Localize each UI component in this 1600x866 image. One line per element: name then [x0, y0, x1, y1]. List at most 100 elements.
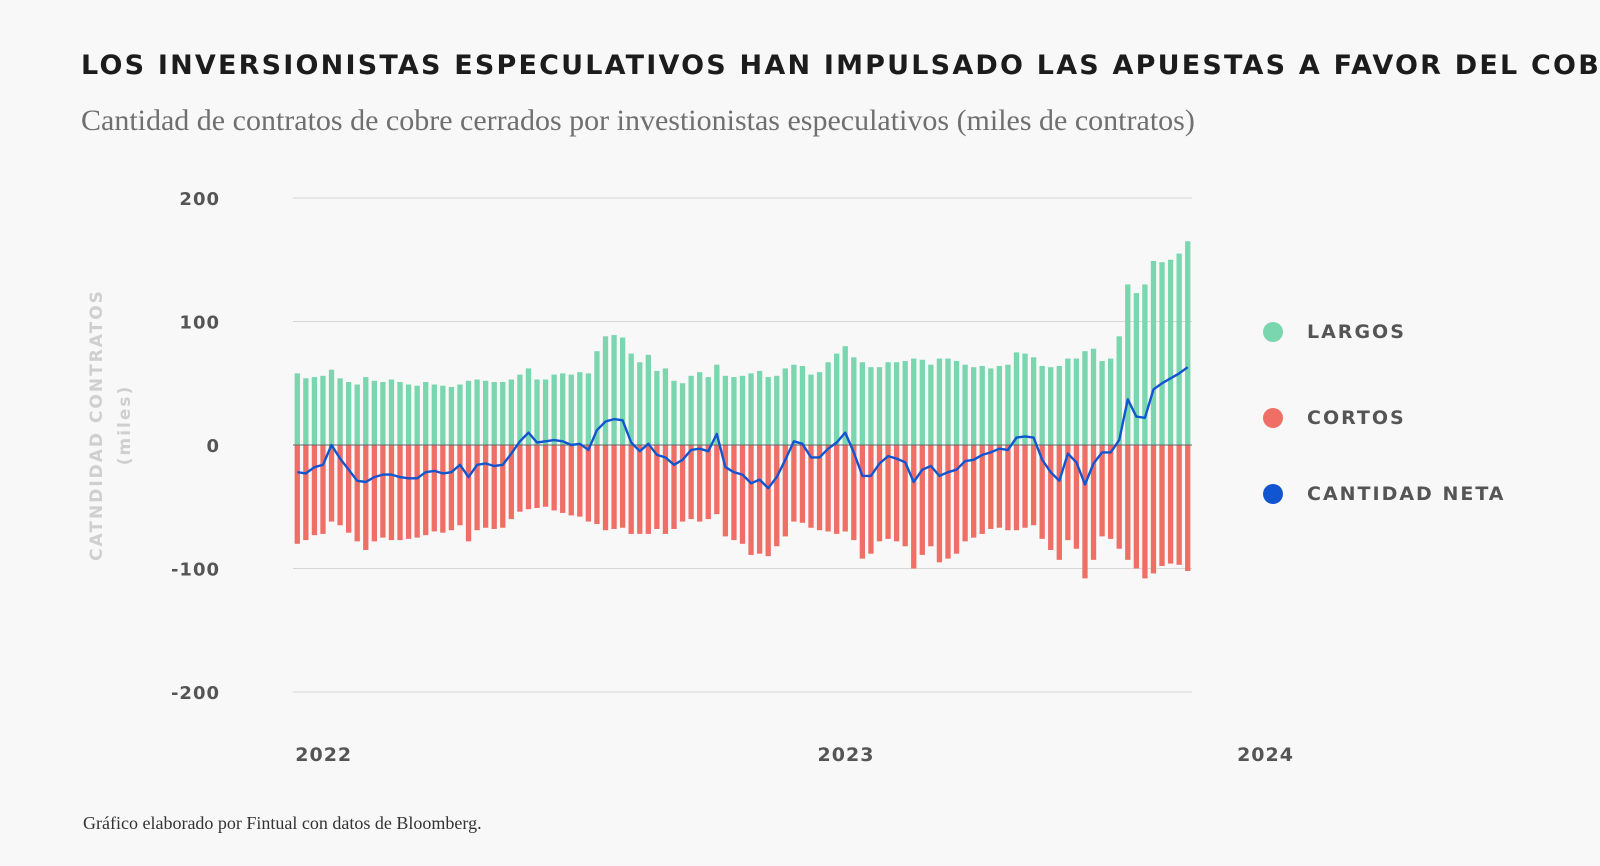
bar-largos [294, 373, 300, 445]
bar-cortos [482, 445, 489, 528]
chart-title: LOS INVERSIONISTAS ESPECULATIVOS HAN IMP… [81, 50, 1600, 81]
bar-cortos [782, 445, 788, 537]
bar-largos [1013, 352, 1020, 445]
bar-cortos [671, 445, 677, 529]
bar-largos [568, 374, 574, 445]
bar-cortos [1065, 445, 1071, 541]
bar-cortos [842, 445, 848, 532]
bar-cortos [739, 445, 746, 544]
bar-cortos [765, 445, 771, 557]
bar-largos [1142, 284, 1148, 445]
bar-cortos [748, 445, 754, 555]
bar-cortos [688, 445, 694, 520]
bar-largos [1065, 358, 1071, 445]
bar-largos [328, 369, 335, 445]
bar-cortos [311, 445, 318, 536]
bar-cortos [619, 445, 626, 528]
bar-largos [1090, 348, 1097, 445]
legend-label-cantidad-neta: CANTIDAD NETA [1307, 483, 1506, 505]
bar-largos [714, 364, 720, 445]
bar-cortos [936, 445, 943, 563]
bar-cortos [414, 445, 420, 538]
bar-largos [893, 362, 900, 445]
bar-largos [388, 379, 395, 445]
bar-cortos [568, 445, 574, 516]
bar-largos [345, 382, 352, 445]
legend-item-cortos: CORTOS [1263, 406, 1406, 430]
bar-cortos [774, 445, 780, 547]
bar-largos [1073, 358, 1080, 445]
bar-cortos [902, 445, 908, 547]
bar-cortos [868, 445, 874, 554]
bar-largos [868, 367, 874, 445]
bar-largos [611, 335, 617, 445]
bar-largos [988, 368, 994, 445]
series-largos-bars [294, 241, 1191, 445]
bar-largos [1108, 358, 1114, 445]
bar-largos [765, 377, 771, 445]
bar-largos [1056, 365, 1062, 445]
bar-largos [560, 373, 566, 445]
bar-cortos [996, 445, 1003, 528]
bar-largos [1005, 364, 1011, 445]
bar-cortos [1022, 445, 1028, 528]
legend-item-cantidad-neta: CANTIDAD NETA [1263, 482, 1506, 506]
bar-largos [1099, 361, 1105, 445]
bar-cortos [919, 445, 925, 555]
legend-item-largos: LARGOS [1263, 320, 1406, 344]
bar-cortos [988, 445, 994, 529]
bar-largos [414, 385, 420, 445]
bar-cortos [637, 445, 643, 534]
bar-largos [465, 380, 472, 445]
bar-cortos [337, 445, 343, 526]
bar-cortos [825, 445, 831, 532]
bar-cortos [1039, 445, 1045, 539]
bar-cortos [448, 445, 455, 531]
legend-label-cortos: CORTOS [1307, 407, 1406, 429]
bar-largos [619, 337, 626, 445]
bar-cortos [885, 445, 891, 539]
bar-cortos [971, 445, 977, 538]
bar-largos [1159, 262, 1165, 445]
legend-dot-cantidad-neta [1263, 484, 1283, 504]
bar-largos [731, 377, 737, 445]
bar-cortos [1073, 445, 1080, 549]
bar-largos [936, 358, 943, 445]
bar-cortos [953, 445, 960, 554]
bar-largos [782, 368, 788, 445]
bar-largos [1150, 260, 1157, 445]
bar-cortos [645, 445, 651, 534]
bar-cortos [542, 445, 549, 507]
bar-cortos [551, 445, 557, 511]
bar-cortos [876, 445, 883, 542]
bar-largos [542, 379, 549, 445]
bar-largos [654, 370, 660, 445]
legend-label-largos: LARGOS [1307, 321, 1406, 343]
bar-cortos [1125, 445, 1131, 560]
y-tick-label: -100 [171, 560, 220, 581]
bar-cortos [345, 445, 352, 533]
bar-cortos [517, 445, 523, 512]
bar-cortos [294, 445, 300, 544]
x-tick-label: 2024 [1237, 744, 1294, 766]
bar-cortos [328, 445, 335, 522]
bar-largos [1176, 253, 1182, 445]
bar-largos [431, 384, 437, 445]
bar-largos [500, 382, 506, 445]
bar-largos [602, 336, 609, 445]
bar-cortos [1142, 445, 1148, 579]
bar-largos [722, 375, 729, 445]
bar-cortos [585, 445, 592, 522]
bar-largos [1125, 284, 1131, 445]
bar-cortos [1133, 445, 1140, 569]
bar-cortos [1159, 445, 1165, 567]
bar-largos [457, 384, 463, 445]
bar-cortos [560, 445, 566, 513]
bar-largos [1039, 365, 1045, 445]
bar-largos [423, 382, 429, 445]
bar-largos [996, 365, 1003, 445]
bar-largos [859, 362, 866, 445]
bar-largos [834, 353, 840, 445]
bar-largos [1167, 259, 1174, 445]
bar-largos [928, 364, 934, 445]
